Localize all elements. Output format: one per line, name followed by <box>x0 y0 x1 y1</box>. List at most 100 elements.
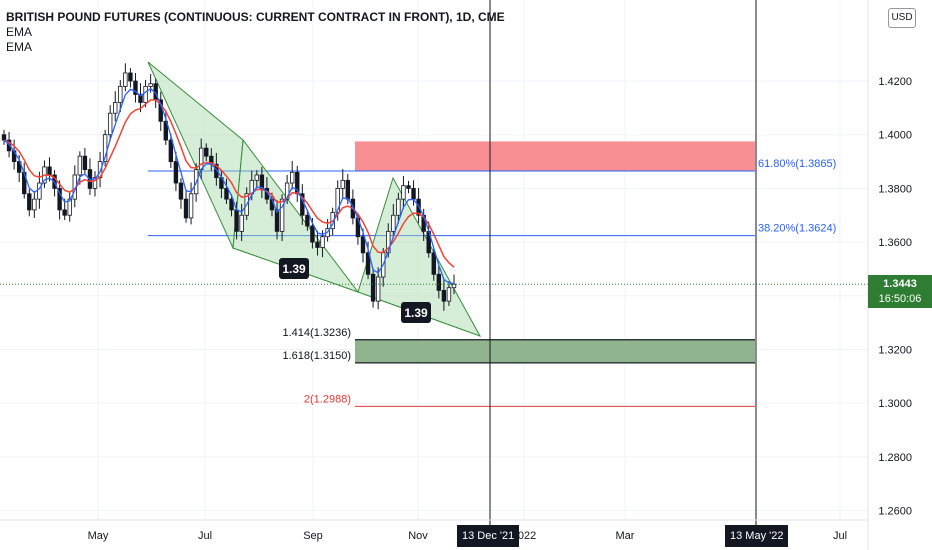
candle-body <box>305 214 310 227</box>
candle-body <box>370 273 376 302</box>
price-tick-label: 1.2800 <box>878 452 912 464</box>
candle <box>128 68 133 88</box>
candle-body <box>138 94 143 103</box>
candle-body <box>92 177 98 189</box>
ema-slow-line <box>3 99 455 268</box>
candle-body <box>183 198 189 219</box>
candle <box>340 169 345 199</box>
candle-body <box>32 198 37 211</box>
candle-body <box>310 225 315 243</box>
candle <box>82 148 88 175</box>
candle-body <box>148 83 153 87</box>
candle <box>118 79 123 113</box>
fib-label: 1.618(1.3150) <box>283 350 352 362</box>
currency-button[interactable]: USD <box>888 8 916 28</box>
candle <box>305 210 310 231</box>
candle <box>123 63 128 92</box>
crosshair-date-2: 13 May '22 <box>725 525 789 547</box>
candle <box>107 105 113 142</box>
candle-body <box>401 185 406 200</box>
candle <box>391 203 396 238</box>
candle <box>441 279 447 311</box>
time-tick-label: May <box>88 530 109 542</box>
fib-label: 38.20%(1.3624) <box>758 223 836 235</box>
resistance-zone <box>355 141 755 171</box>
candle-body <box>279 198 285 232</box>
candle-body <box>335 187 340 213</box>
candle-body <box>411 187 416 200</box>
pattern-value-label: 1.39 <box>401 302 431 323</box>
symbol-title[interactable]: BRITISH POUND FUTURES (CONTINUOUS: CURRE… <box>6 10 505 24</box>
ema-indicator-label-2[interactable]: EMA <box>6 40 33 54</box>
candle <box>229 194 234 217</box>
candle-body <box>1 134 7 141</box>
candle <box>32 191 37 218</box>
price-axis[interactable]: 1.42001.40001.38001.36001.34001.32001.30… <box>867 0 912 550</box>
candle <box>163 110 168 145</box>
fib-levels: 61.80%(1.3865) 38.20%(1.3624) 1.414(1.3236… <box>148 158 836 407</box>
price-tick-label: 1.3200 <box>878 344 912 356</box>
candle <box>148 74 153 93</box>
candle-body <box>198 147 204 171</box>
last-price-value: 1.3443 <box>883 278 917 290</box>
ema-indicator-label-1[interactable]: EMA <box>6 25 33 39</box>
candle-body <box>163 120 168 141</box>
candle-body <box>406 185 411 189</box>
candle-body <box>436 273 442 291</box>
candle <box>102 129 108 167</box>
harmonic-pattern <box>147 61 482 337</box>
candle <box>113 91 118 122</box>
candle <box>204 143 209 162</box>
pattern-label-text: 1.39 <box>404 306 428 320</box>
candle-body <box>143 85 148 103</box>
candle <box>22 162 27 199</box>
pattern-label-text: 1.39 <box>282 262 306 276</box>
candle <box>239 203 244 242</box>
candle-body <box>315 241 320 248</box>
crosshair-date-1: 13 Dec '21 <box>457 525 520 547</box>
candle <box>77 151 83 185</box>
candle-body <box>441 290 447 302</box>
candle-body <box>365 252 371 275</box>
candle-body <box>123 72 128 87</box>
candle-body <box>229 198 234 211</box>
candle-body <box>57 187 62 211</box>
candle-body <box>446 287 452 302</box>
candle-body <box>284 182 290 200</box>
candle <box>67 192 72 222</box>
pattern-value-label: 1.39 <box>279 258 309 279</box>
candle-body <box>375 276 381 302</box>
candle-body <box>67 198 72 216</box>
crosshair-lines <box>489 0 757 525</box>
candle <box>254 170 260 189</box>
candle-body <box>47 166 52 176</box>
candle <box>143 79 148 108</box>
time-tick-label: Mar <box>616 530 635 542</box>
candle-body <box>62 209 67 216</box>
candle-body <box>239 214 244 232</box>
candle-body <box>204 147 209 157</box>
candle <box>274 200 280 240</box>
pattern-label-box <box>279 258 309 279</box>
candle-body <box>391 214 396 232</box>
candle-body <box>431 252 436 275</box>
candle <box>183 191 189 223</box>
candle-body <box>224 187 229 200</box>
candle <box>284 174 290 204</box>
candle <box>431 247 436 281</box>
target-zone <box>355 339 755 363</box>
candle <box>315 230 320 256</box>
candle-body <box>37 182 42 200</box>
price-tick-label: 1.4000 <box>878 130 912 142</box>
candle <box>92 171 98 197</box>
candle-body <box>118 85 123 103</box>
candle <box>178 178 184 209</box>
candle-body <box>345 179 351 200</box>
candle-body <box>77 155 83 176</box>
price-tick-label: 1.3600 <box>878 237 912 249</box>
candle-body <box>274 209 280 232</box>
candle-body <box>16 161 22 173</box>
candle-body <box>290 171 295 184</box>
candle <box>436 266 442 299</box>
